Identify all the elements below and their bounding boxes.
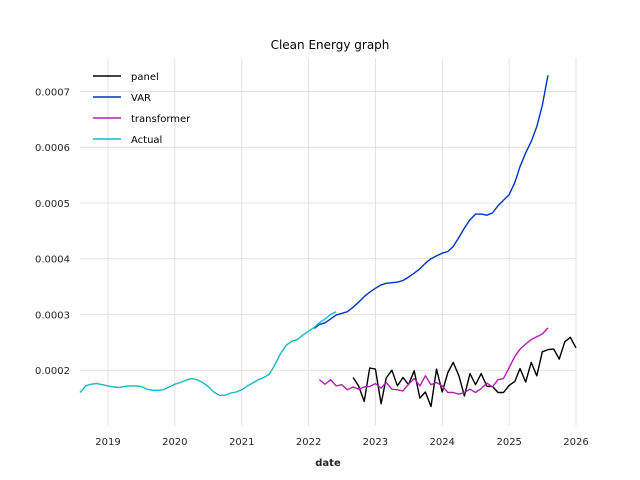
x-tick-label: 2024: [429, 437, 454, 448]
series-lines: [79, 75, 577, 408]
series-line-actual: [79, 311, 337, 396]
x-axis-label: date: [315, 458, 341, 469]
series-line-var: [313, 75, 549, 329]
x-tick-label: 2020: [162, 437, 187, 448]
x-tick-label: 2023: [363, 437, 388, 448]
y-tick-label: 0.0007: [35, 87, 70, 98]
grid: [80, 58, 577, 426]
series-line-panel: [352, 336, 577, 408]
series-line-transformer: [318, 327, 549, 395]
legend-label-panel: panel: [131, 72, 159, 83]
legend-label-transformer: transformer: [131, 114, 191, 125]
y-tick-label: 0.0002: [35, 366, 70, 377]
y-tick-label: 0.0005: [35, 199, 70, 210]
x-tick-labels: 2019 2020 2021 2022 2023 2024 2025 2026: [95, 437, 588, 448]
chart-title: Clean Energy graph: [271, 38, 390, 52]
legend-label-var: VAR: [131, 93, 151, 104]
x-tick-label: 2022: [296, 437, 321, 448]
x-tick-label: 2026: [563, 437, 588, 448]
y-tick-label: 0.0006: [35, 143, 70, 154]
y-tick-label: 0.0003: [35, 310, 70, 321]
x-tick-label: 2019: [95, 437, 120, 448]
legend: panel VAR transformer Actual: [93, 72, 191, 146]
x-tick-label: 2021: [229, 437, 254, 448]
legend-label-actual: Actual: [131, 135, 162, 146]
y-tick-labels: 0.0002 0.0003 0.0004 0.0005 0.0006 0.0007: [35, 87, 70, 377]
x-tick-label: 2025: [496, 437, 521, 448]
y-tick-label: 0.0004: [35, 255, 70, 266]
